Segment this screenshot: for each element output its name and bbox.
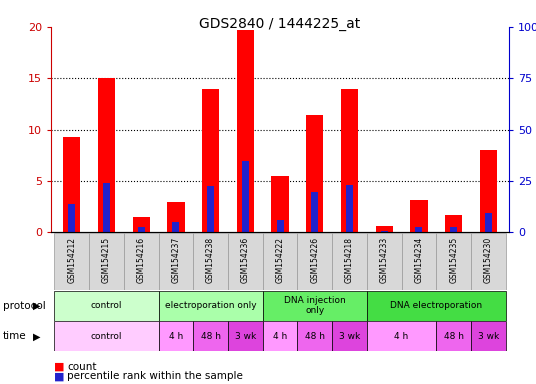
Text: count: count	[67, 362, 96, 372]
Bar	[311, 192, 318, 232]
Text: protocol: protocol	[3, 301, 46, 311]
Bar	[167, 202, 184, 232]
Bar	[54, 291, 159, 321]
Text: GSM154218: GSM154218	[345, 237, 354, 283]
Bar	[228, 233, 263, 290]
Bar	[445, 215, 463, 232]
Bar	[207, 186, 214, 232]
Bar	[471, 321, 506, 351]
Text: GSM154222: GSM154222	[276, 237, 285, 283]
Text: 48 h: 48 h	[200, 332, 221, 341]
Bar	[159, 233, 193, 290]
Bar	[193, 233, 228, 290]
Bar	[297, 321, 332, 351]
Bar	[98, 78, 115, 232]
Text: 4 h: 4 h	[273, 332, 287, 341]
Text: GSM154215: GSM154215	[102, 237, 111, 283]
Text: 4 h: 4 h	[394, 332, 408, 341]
Bar	[277, 220, 284, 232]
Bar	[54, 233, 89, 290]
Bar	[381, 231, 388, 232]
Text: ▶: ▶	[33, 331, 40, 341]
Text: 3 wk: 3 wk	[339, 332, 360, 341]
Bar	[367, 321, 436, 351]
Bar	[346, 185, 353, 232]
Bar	[332, 233, 367, 290]
Bar	[436, 233, 471, 290]
Bar	[401, 233, 436, 290]
Bar	[415, 227, 422, 232]
Bar	[242, 161, 249, 232]
Bar	[124, 233, 159, 290]
Bar	[263, 321, 297, 351]
Text: 48 h: 48 h	[305, 332, 325, 341]
Bar	[410, 200, 428, 232]
Text: GSM154236: GSM154236	[241, 237, 250, 283]
Bar	[450, 227, 457, 232]
Text: GSM154235: GSM154235	[449, 237, 458, 283]
Text: GSM154230: GSM154230	[484, 237, 493, 283]
Text: ▶: ▶	[33, 301, 40, 311]
Bar	[297, 233, 332, 290]
Text: GSM154226: GSM154226	[310, 237, 319, 283]
Bar	[367, 233, 401, 290]
Text: control: control	[91, 301, 122, 310]
Text: electroporation only: electroporation only	[165, 301, 256, 310]
Bar	[332, 321, 367, 351]
Bar	[173, 222, 180, 232]
Bar	[376, 226, 393, 232]
Bar	[485, 213, 492, 232]
Bar	[89, 233, 124, 290]
Bar	[306, 115, 323, 232]
Bar	[480, 150, 497, 232]
Bar	[271, 176, 289, 232]
Bar	[159, 321, 193, 351]
Text: GSM154234: GSM154234	[414, 237, 423, 283]
Bar	[341, 89, 358, 232]
Text: GSM154216: GSM154216	[137, 237, 146, 283]
Bar	[54, 321, 159, 351]
Bar	[132, 217, 150, 232]
Bar	[63, 137, 80, 232]
Bar	[202, 89, 219, 232]
Text: control: control	[91, 332, 122, 341]
Bar	[436, 321, 471, 351]
Text: GSM154233: GSM154233	[379, 237, 389, 283]
Bar	[159, 291, 263, 321]
Bar	[263, 233, 297, 290]
Text: 4 h: 4 h	[169, 332, 183, 341]
Text: GDS2840 / 1444225_at: GDS2840 / 1444225_at	[199, 17, 361, 31]
Text: time: time	[3, 331, 26, 341]
Text: GSM154212: GSM154212	[67, 237, 76, 283]
Text: DNA electroporation: DNA electroporation	[390, 301, 482, 310]
Text: GSM154238: GSM154238	[206, 237, 215, 283]
Bar	[263, 291, 367, 321]
Bar	[193, 321, 228, 351]
Text: percentile rank within the sample: percentile rank within the sample	[67, 371, 243, 381]
Bar	[471, 233, 506, 290]
Text: ■: ■	[54, 362, 64, 372]
Text: ■: ■	[54, 371, 64, 381]
Text: DNA injection
only: DNA injection only	[284, 296, 346, 315]
Text: GSM154237: GSM154237	[172, 237, 181, 283]
Bar	[68, 204, 75, 232]
Bar	[138, 227, 145, 232]
Text: 3 wk: 3 wk	[235, 332, 256, 341]
Bar	[367, 291, 506, 321]
Bar	[237, 30, 254, 232]
Bar	[103, 183, 110, 232]
Bar	[228, 321, 263, 351]
Text: 3 wk: 3 wk	[478, 332, 499, 341]
Text: 48 h: 48 h	[444, 332, 464, 341]
